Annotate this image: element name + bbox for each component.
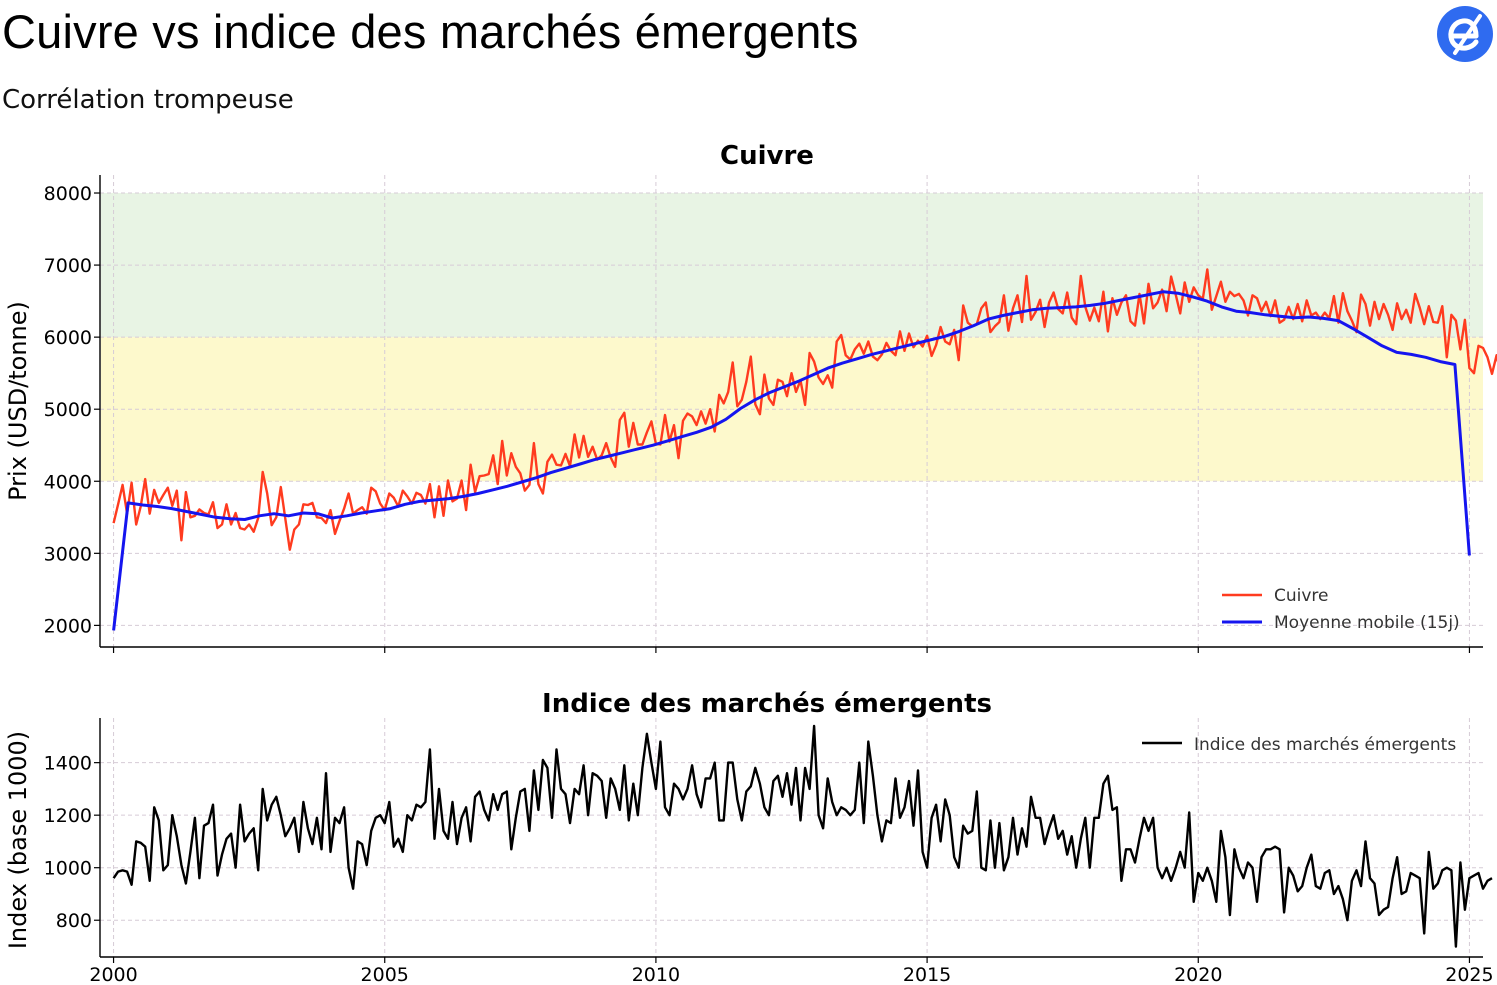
page-title: Cuivre vs indice des marchés émergents (2, 5, 859, 58)
y-tick-label: 3000 (44, 543, 92, 565)
legend-label-index: Indice des marchés émergents (1194, 735, 1456, 755)
y-tick-label: 2000 (44, 615, 92, 637)
y-tick-label: 6000 (44, 327, 92, 349)
emerging-markets-chart: 800 1000 1200 1400 2000 2005 2010 2015 2020 2025… (4, 689, 1494, 985)
y-tick-label: 7000 (44, 255, 92, 277)
e-logo-icon (1437, 6, 1493, 62)
index-y-axis-title: Index (base 1000) (4, 731, 32, 949)
y-tick-label: 1000 (44, 858, 92, 880)
y-tick-label: 8000 (44, 183, 92, 205)
series-line-0 (112, 724, 1493, 948)
x-tick-label: 2005 (361, 964, 409, 985)
copper-chart-title: Cuivre (720, 141, 814, 171)
legend-label-copper: Cuivre (1274, 586, 1329, 606)
y-tick-label: 5000 (44, 399, 92, 421)
copper-legend: Cuivre Moyenne mobile (15j) (1222, 586, 1460, 633)
index-chart-title: Indice des marchés émergents (542, 689, 992, 719)
y-tick-label: 1200 (44, 805, 92, 827)
x-tick-label: 2000 (89, 964, 137, 985)
x-tick-label: 2020 (1174, 964, 1222, 985)
y-tick-label: 1400 (44, 753, 92, 775)
series-line-0 (112, 268, 1497, 551)
x-tick-label: 2025 (1445, 964, 1493, 985)
page-subtitle: Corrélation trompeuse (2, 85, 294, 115)
y-tick-label: 800 (56, 910, 92, 932)
x-tick-label: 2010 (632, 964, 680, 985)
x-tick-label: 2015 (903, 964, 951, 985)
copper-y-axis-title: Prix (USD/tonne) (4, 301, 32, 501)
y-tick-label: 4000 (44, 471, 92, 493)
zone-band (101, 337, 1483, 482)
series-line-1 (112, 290, 1471, 631)
copper-chart: 2000 3000 4000 5000 6000 7000 8000 Cuivre Prix… (4, 141, 1497, 653)
index-legend: Indice des marchés émergents (1142, 735, 1456, 755)
legend-label-moving-average: Moyenne mobile (15j) (1274, 613, 1460, 633)
